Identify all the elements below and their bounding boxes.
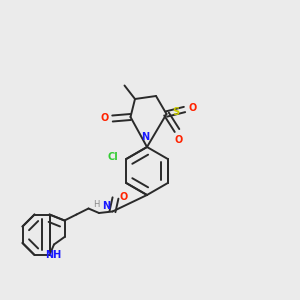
Text: Cl: Cl	[108, 152, 119, 163]
Text: N: N	[102, 201, 110, 211]
Text: S: S	[172, 106, 179, 117]
Text: H: H	[93, 200, 99, 209]
Text: O: O	[120, 191, 128, 202]
Text: N: N	[141, 133, 150, 142]
Text: O: O	[174, 135, 183, 145]
Text: O: O	[188, 103, 196, 113]
Text: NH: NH	[45, 250, 62, 260]
Text: O: O	[101, 113, 109, 123]
